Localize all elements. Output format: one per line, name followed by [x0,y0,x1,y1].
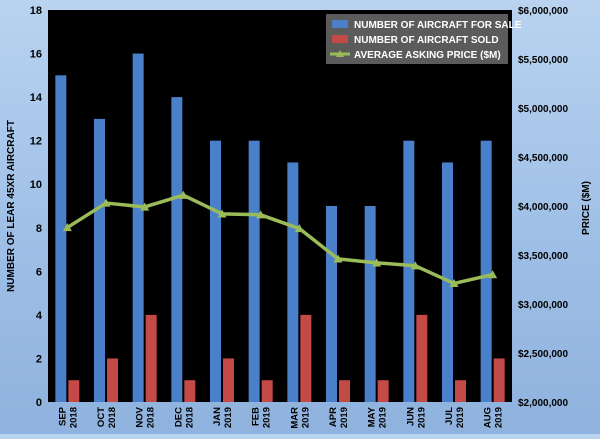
x-tick-label-month: SEP [57,406,68,426]
bar-sold-dec [184,380,196,402]
bar-sold-jun [416,314,428,402]
price-point-dec [178,190,188,199]
x-tick-label-year: 2019 [494,407,505,428]
x-tick-label-month: APR [328,407,339,427]
bar-for-sale-jun [403,140,415,402]
y2-tick-label: $3,000,000 [518,300,568,311]
bar-for-sale-mar [287,162,299,402]
price-point-may [372,258,382,267]
price-point-jul [449,278,459,288]
y2-tick-label: $3,500,000 [518,251,568,262]
bar-sold-oct [107,358,118,402]
x-tick-label-year: 2019 [339,407,350,428]
x-tick-label-year: 2018 [184,407,195,428]
bar-for-sale-apr [326,206,337,402]
price-point-aug [488,270,498,279]
bar-sold-mar [300,314,312,402]
price-point-sep [62,223,72,232]
y-tick-label: 12 [30,136,42,148]
y-tick-label: 14 [30,92,43,104]
x-tick-label-month: FEB [251,407,262,426]
price-line [66,193,494,286]
bar-for-sale-sep [55,75,67,402]
bar-sold-aug [493,358,505,402]
legend-marker-price [336,50,344,57]
price-point-nov [140,202,150,211]
price-point-apr [333,254,343,263]
x-tick-label-month: JUL [444,407,455,425]
legend-swatch-sold [332,35,348,43]
x-tick-label-year: 2018 [107,407,118,428]
y2-tick-label: $5,500,000 [518,55,568,66]
y2-tick-label: $6,000,000 [518,6,568,17]
y-tick-label: 18 [30,5,42,17]
x-tick-label-month: MAY [367,406,378,427]
legend-label-price: AVERAGE ASKING PRICE ($M) [354,50,501,61]
bar-for-sale-may [364,206,376,402]
y2-tick-label: $4,500,000 [518,153,568,164]
x-tick-label-year: 2018 [146,407,157,428]
price-point-oct [101,198,111,207]
bar-sold-jan [223,358,234,402]
x-tick-label-year: 2019 [416,407,427,428]
bar-sold-feb [261,380,273,402]
x-tick-label-month: NOV [135,406,146,427]
y2-tick-label: $5,000,000 [518,104,568,115]
x-tick-label-year: 2019 [378,407,389,428]
y2-tick-label: $2,000,000 [518,398,568,409]
legend-label-for-sale: NUMBER OF AIRCRAFT FOR SALE [354,20,522,31]
x-tick-label-year: 2019 [262,407,273,428]
x-tick-label-month: JUN [405,407,416,426]
y-axis-title: NUMBER OF LEAR 45XR AIRCRAFT [6,120,17,292]
price-point-feb [256,210,266,219]
x-tick-label-year: 2019 [455,407,466,428]
y2-tick-label: $2,500,000 [518,349,568,360]
y2-tick-label: $4,000,000 [518,202,568,213]
x-tick-label-year: 2018 [68,407,79,428]
y-tick-label: 10 [30,179,42,191]
bar-sold-nov [145,314,157,402]
y-tick-label: 6 [36,266,42,278]
bar-for-sale-feb [248,140,260,402]
bar-for-sale-aug [480,140,492,402]
bar-for-sale-nov [132,53,144,403]
price-point-mar [294,224,304,233]
y-tick-label: 16 [30,49,42,61]
y-tick-label: 0 [36,397,42,409]
x-tick-label-month: OCT [96,407,107,427]
bar-for-sale-dec [171,97,183,402]
legend-label-sold: NUMBER OF AIRCRAFT SOLD [354,35,499,46]
x-tick-label-year: 2019 [223,407,234,428]
x-tick-label-month: MAR [289,407,300,429]
x-tick-label-month: JAN [212,407,223,426]
y-tick-label: 8 [36,223,42,235]
price-point-jan [217,209,227,218]
x-tick-label-year: 2019 [300,407,311,428]
bar-sold-may [377,380,389,402]
y-tick-label: 4 [36,310,43,322]
bar-sold-jul [455,380,466,402]
bar-for-sale-oct [94,118,105,402]
bar-sold-apr [339,380,350,402]
y2-axis-title: PRICE ($M) [581,181,592,235]
legend-box [326,14,508,64]
x-tick-label-month: AUG [483,407,494,428]
bar-for-sale-jan [210,140,221,402]
bar-sold-sep [68,380,80,402]
legend-swatch-for-sale [332,20,348,28]
x-tick-label-month: DEC [173,407,184,427]
y-tick-label: 2 [36,353,42,365]
price-point-jun [410,261,420,270]
